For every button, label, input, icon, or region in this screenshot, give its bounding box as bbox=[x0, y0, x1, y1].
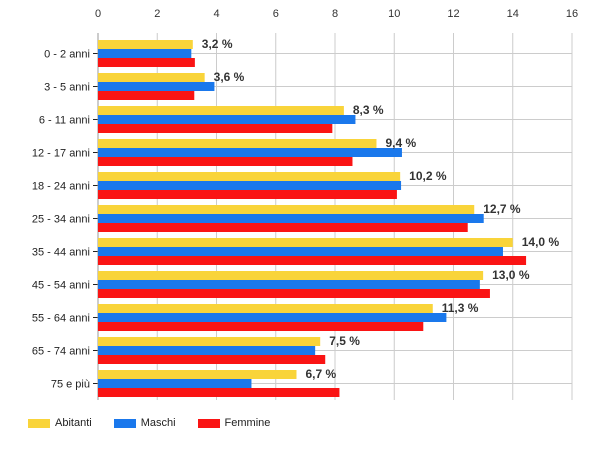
data-label: 13,0 % bbox=[492, 268, 530, 282]
x-tick-label: 10 bbox=[388, 8, 400, 20]
bar-femmine bbox=[98, 256, 527, 265]
data-label: 8,3 % bbox=[353, 103, 384, 117]
bar-maschi bbox=[98, 82, 215, 91]
data-label: 7,5 % bbox=[329, 334, 360, 348]
y-tick-label: 35 - 44 anni bbox=[32, 247, 90, 259]
data-label: 9,4 % bbox=[385, 136, 416, 150]
data-label: 6,7 % bbox=[305, 367, 336, 381]
bar-femmine bbox=[98, 388, 340, 397]
bar-femmine bbox=[98, 355, 326, 364]
bar-abitanti bbox=[98, 205, 475, 214]
y-tick-label: 18 - 24 anni bbox=[32, 181, 90, 193]
y-tick-label: 6 - 11 anni bbox=[39, 115, 90, 127]
bar-maschi bbox=[98, 280, 480, 289]
bar-abitanti bbox=[98, 73, 205, 82]
bar-abitanti bbox=[98, 271, 484, 280]
legend-item: Abitanti bbox=[28, 417, 92, 429]
x-tick-label: 14 bbox=[507, 8, 519, 20]
x-tick-label: 4 bbox=[213, 8, 219, 20]
data-label: 12,7 % bbox=[483, 202, 521, 216]
legend-swatch bbox=[113, 418, 136, 428]
data-label: 11,3 % bbox=[442, 301, 479, 315]
legend-label: Abitanti bbox=[55, 417, 92, 429]
y-tick-label: 45 - 54 anni bbox=[32, 280, 90, 292]
y-tick-label: 55 - 64 anni bbox=[32, 313, 90, 325]
x-tick-label: 6 bbox=[273, 8, 279, 20]
x-tick-label: 2 bbox=[154, 8, 160, 20]
x-tick-label: 8 bbox=[332, 8, 338, 20]
bar-femmine bbox=[98, 91, 195, 100]
bar-femmine bbox=[98, 58, 195, 67]
bar-maschi bbox=[98, 247, 503, 256]
bar-maschi bbox=[98, 379, 252, 388]
legend-swatch bbox=[197, 418, 220, 428]
bar-femmine bbox=[98, 322, 424, 331]
data-label: 10,2 % bbox=[409, 169, 447, 183]
data-label: 3,2 % bbox=[202, 37, 233, 51]
y-tick-label: 65 - 74 anni bbox=[32, 346, 90, 358]
bar-abitanti bbox=[98, 106, 344, 115]
bar-abitanti bbox=[98, 337, 321, 346]
bar-maschi bbox=[98, 346, 316, 355]
data-label: 14,0 % bbox=[522, 235, 560, 249]
y-tick-label: 25 - 34 anni bbox=[32, 214, 90, 226]
legend-item: Femmine bbox=[197, 417, 271, 429]
bar-femmine bbox=[98, 157, 353, 166]
legend-label: Femmine bbox=[224, 417, 271, 429]
data-label: 3,6 % bbox=[214, 70, 245, 84]
legend-label: Maschi bbox=[140, 417, 176, 429]
bar-maschi bbox=[98, 313, 447, 322]
y-tick-label: 0 - 2 anni bbox=[44, 49, 90, 61]
bar-femmine bbox=[98, 223, 468, 232]
legend: Abitanti Maschi Femmine bbox=[28, 417, 292, 429]
y-tick-label: 3 - 5 anni bbox=[44, 82, 90, 94]
bar-abitanti bbox=[98, 370, 297, 379]
bar-chart: 0 2 4 6 8 10 12 14 16 0 - 2 anni 3 - 5 anni 6 - 11 … bbox=[32, 8, 578, 400]
bar-maschi bbox=[98, 115, 356, 124]
bar-femmine bbox=[98, 124, 333, 133]
bar-abitanti bbox=[98, 304, 433, 313]
x-tick-label: 12 bbox=[447, 8, 459, 20]
bar-maschi bbox=[98, 148, 402, 157]
bar-maschi bbox=[98, 49, 192, 58]
bar-abitanti bbox=[98, 238, 513, 247]
bar-abitanti bbox=[98, 172, 401, 181]
y-tick-label: 75 e più bbox=[51, 379, 90, 391]
x-tick-label: 0 bbox=[95, 8, 101, 20]
legend-swatch bbox=[28, 418, 50, 428]
bar-femmine bbox=[98, 190, 397, 199]
y-tick-label: 12 - 17 anni bbox=[32, 148, 90, 160]
bar-abitanti bbox=[98, 40, 193, 49]
x-tick-label: 16 bbox=[566, 8, 578, 20]
legend-item: Maschi bbox=[113, 417, 176, 429]
bar-femmine bbox=[98, 289, 490, 298]
bar-maschi bbox=[98, 214, 484, 223]
bar-maschi bbox=[98, 181, 402, 190]
bar-abitanti bbox=[98, 139, 377, 148]
